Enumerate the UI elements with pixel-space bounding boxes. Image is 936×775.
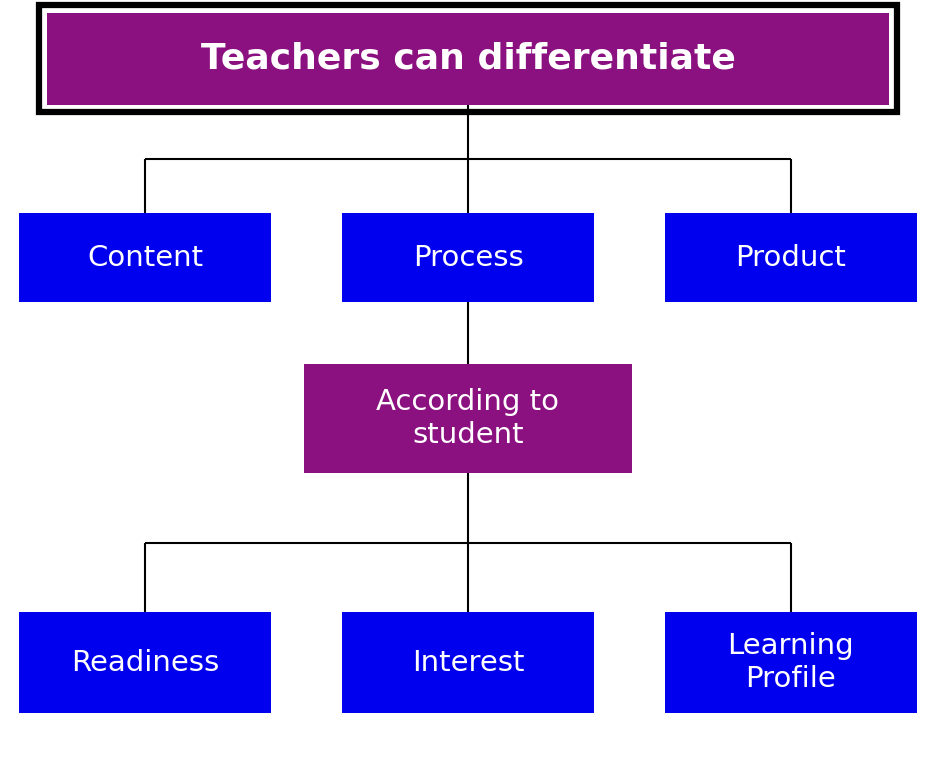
Text: Learning
Profile: Learning Profile	[727, 632, 855, 693]
FancyBboxPatch shape	[19, 213, 271, 302]
FancyBboxPatch shape	[19, 612, 271, 713]
Text: Readiness: Readiness	[71, 649, 219, 677]
FancyBboxPatch shape	[342, 213, 594, 302]
FancyBboxPatch shape	[304, 364, 632, 473]
Text: Content: Content	[87, 243, 203, 272]
Text: Teachers can differentiate: Teachers can differentiate	[200, 42, 736, 76]
Text: Product: Product	[736, 243, 846, 272]
FancyBboxPatch shape	[665, 612, 917, 713]
Text: Process: Process	[413, 243, 523, 272]
FancyBboxPatch shape	[47, 13, 889, 105]
Text: According to
student: According to student	[376, 388, 560, 449]
FancyBboxPatch shape	[665, 213, 917, 302]
FancyBboxPatch shape	[342, 612, 594, 713]
Text: Interest: Interest	[412, 649, 524, 677]
